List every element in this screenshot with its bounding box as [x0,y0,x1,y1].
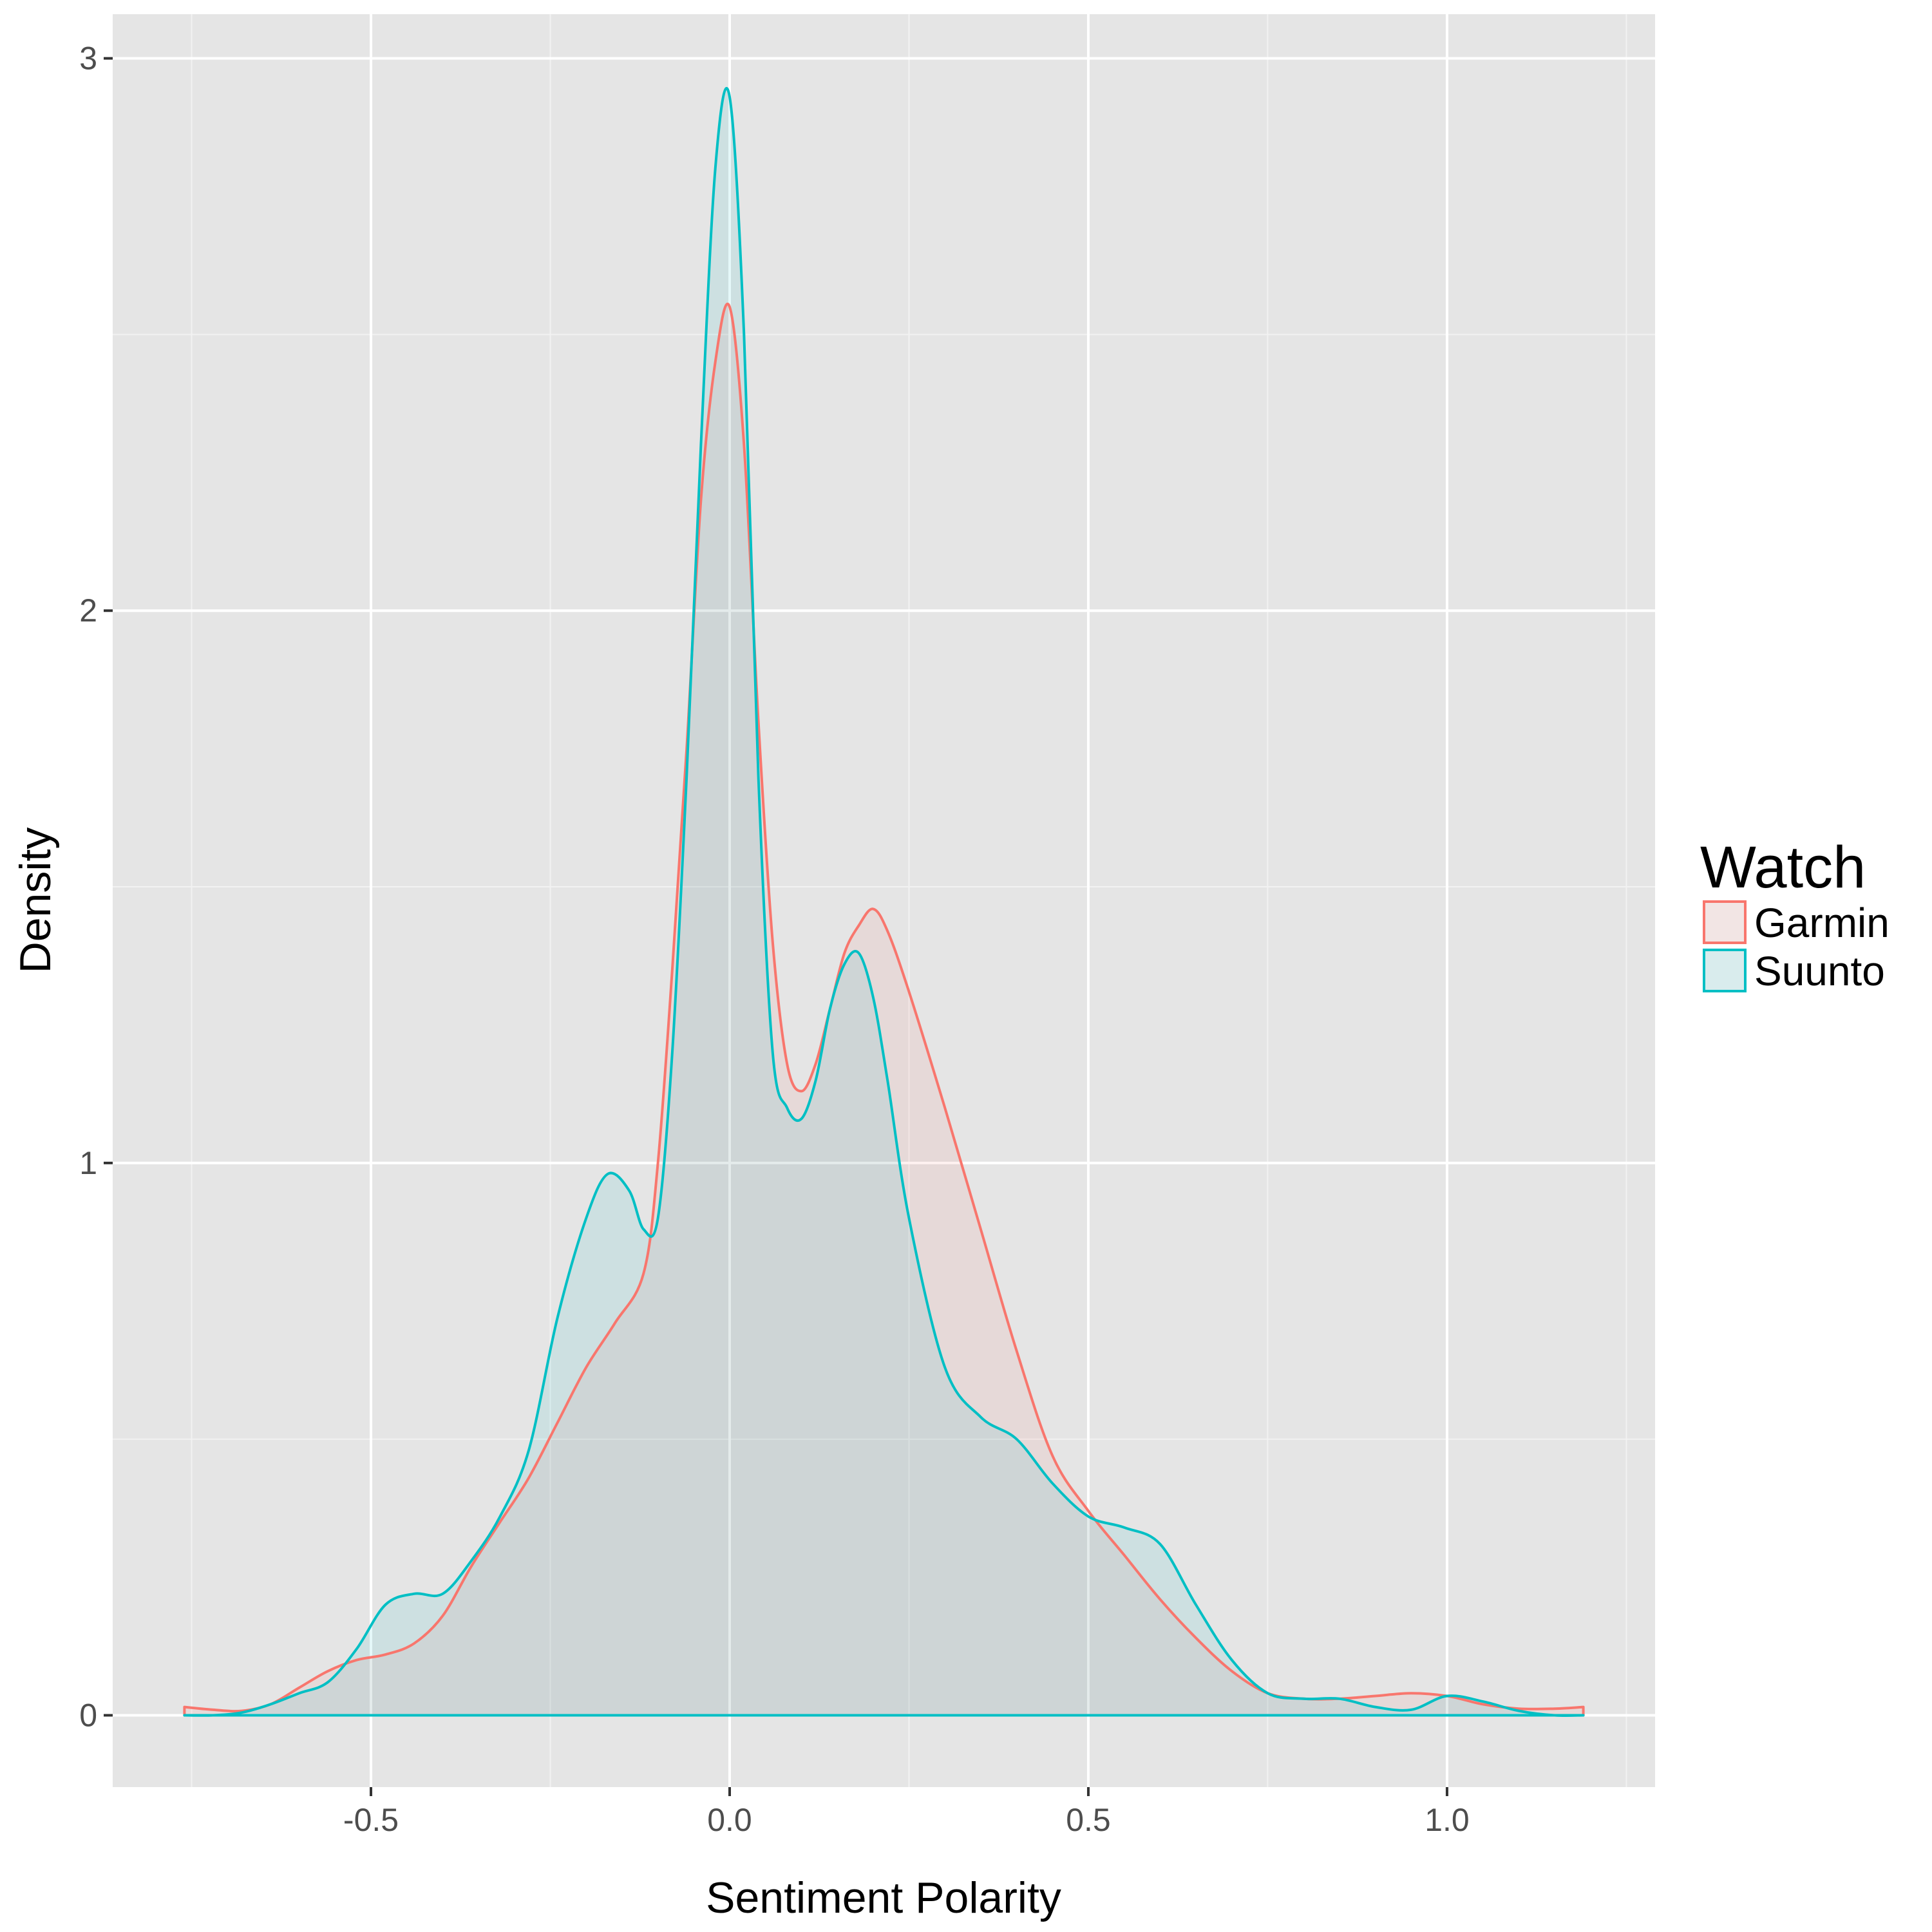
grid-major-lines [113,14,1655,1787]
y-tick-labels: 0 1 2 3 [79,41,97,1734]
y-tick-label: 2 [79,592,97,629]
x-axis-title: Sentiment Polarity [706,1873,1061,1922]
x-tick-label: 1.0 [1425,1802,1470,1838]
legend-swatch-garmin [1703,900,1747,944]
x-tick-label: 0.5 [1066,1802,1111,1838]
y-tick-label: 3 [79,41,97,77]
legend-swatch-suunto [1703,949,1747,992]
legend-label-suunto: Suunto [1754,948,1885,994]
y-tick-label: 0 [79,1698,97,1734]
legend-key-bg-garmin [1704,902,1745,943]
density-fill-garmin [184,303,1584,1716]
x-tick-label: 0.0 [707,1802,752,1838]
density-line-garmin [183,302,1585,1717]
x-tick-label: -0.5 [343,1802,399,1838]
legend-key-bg-suunto [1704,950,1745,991]
density-line-suunto [183,87,1585,1718]
density-fill-suunto [184,88,1584,1716]
x-tick-labels: -0.5 0.0 0.5 1.0 [343,1802,1470,1838]
y-axis-title: Density [11,828,60,974]
legend-label-garmin: Garmin [1754,900,1889,946]
series-lines [183,87,1585,1718]
y-tick-label: 1 [79,1145,97,1181]
legend-title: Watch [1700,835,1866,900]
axis-ticks [104,57,1448,1796]
series-fills [184,88,1584,1716]
